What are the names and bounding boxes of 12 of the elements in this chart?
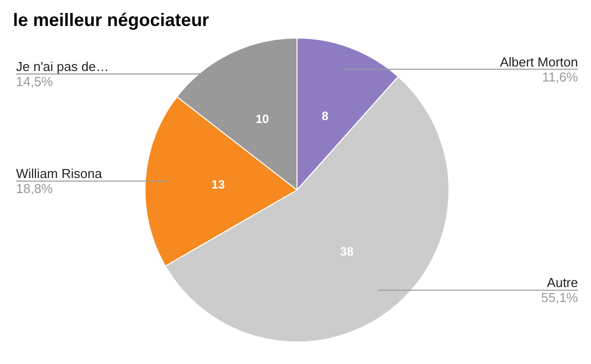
chart-title: le meilleur négociateur (13, 10, 210, 30)
text: 18,8% (16, 181, 54, 196)
slice-label: Autre (546, 275, 578, 290)
slice-label: William Risona (16, 166, 103, 182)
text: 55,1% (541, 290, 578, 306)
data-label: 10 (256, 112, 270, 126)
data-label: 13 (212, 178, 226, 192)
text: 14,5% (16, 74, 54, 89)
text: 11,6% (542, 69, 578, 84)
slice-label: Albert Morton (500, 54, 578, 70)
data-label: 8 (322, 109, 329, 124)
slice-label: Je n'ai pas de… (16, 58, 109, 74)
